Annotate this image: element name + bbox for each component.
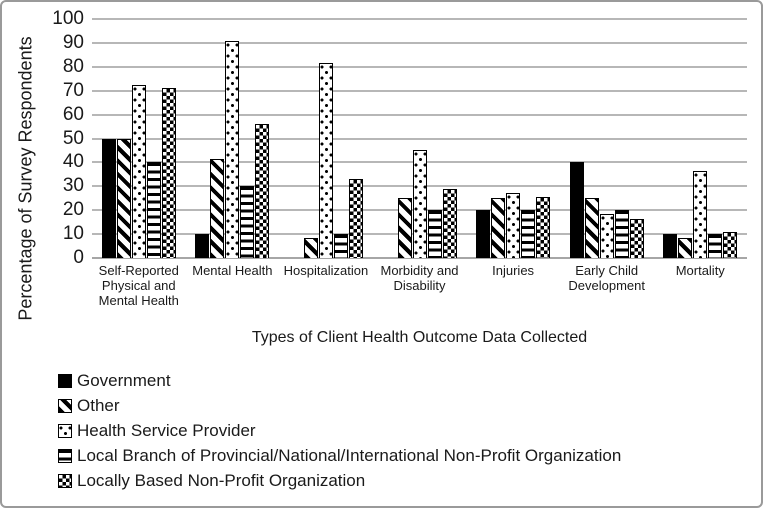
bar-series4-cat2 xyxy=(240,186,255,258)
bar-series1-cat6 xyxy=(569,162,584,258)
y-tick-label-70: 70 xyxy=(62,79,84,101)
x-category-label-3: Hospitalization xyxy=(283,263,369,278)
x-axis-title: Types of Client Health Outcome Data Coll… xyxy=(251,329,588,346)
y-tick-label-30: 30 xyxy=(62,175,84,197)
y-tick-label-0: 0 xyxy=(73,247,84,268)
bar-series5-cat7 xyxy=(723,231,738,258)
legend-marker-diagonal-stripes-icon xyxy=(58,398,72,413)
x-category-label-2: Mental Health xyxy=(192,263,273,278)
gridline-50 xyxy=(92,137,747,140)
bar-series4-cat1 xyxy=(146,162,161,258)
y-tick-label-100: 100 xyxy=(52,8,84,29)
bar-series4-cat7 xyxy=(708,234,723,258)
bar-series1-cat1 xyxy=(101,138,116,258)
y-tick-label-10: 10 xyxy=(62,223,84,245)
bar-series4-cat3 xyxy=(333,234,348,258)
x-category-label-1: Self-Reported Physical and Mental Health xyxy=(98,263,179,308)
bar-series3-cat2 xyxy=(225,40,240,258)
legend-marker-solid-icon xyxy=(58,373,72,388)
legend-label-1: Government xyxy=(77,370,171,390)
x-category-label-7: Mortality xyxy=(675,263,725,278)
bar-series1-cat2 xyxy=(195,234,210,258)
bar-series2-cat2 xyxy=(210,158,225,258)
bar-series3-cat4 xyxy=(412,150,427,258)
bar-series2-cat3 xyxy=(303,237,318,258)
bar-series5-cat1 xyxy=(161,88,176,258)
legend-marker-checkerboard-icon xyxy=(58,473,72,488)
bar-series1-cat7 xyxy=(663,234,678,258)
x-axis-category-labels: Self-Reported Physical and Mental Health… xyxy=(92,263,747,309)
legend-item-3: Health Service Provider xyxy=(58,418,621,443)
y-tick-label-90: 90 xyxy=(62,31,84,53)
y-tick-label-40: 40 xyxy=(62,151,84,173)
gridline-0 xyxy=(92,257,747,259)
legend-item-1: Government xyxy=(58,368,621,393)
bar-series2-cat7 xyxy=(678,237,693,258)
legend-marker-horizontal-stripes-icon xyxy=(58,448,72,463)
bar-group-5 xyxy=(466,19,560,258)
gridline-100 xyxy=(92,18,747,20)
y-tick-label-20: 20 xyxy=(62,199,84,221)
bar-series2-cat1 xyxy=(116,138,131,258)
bar-group-3 xyxy=(279,19,373,258)
y-tick-label-60: 60 xyxy=(62,103,84,125)
x-category-label-5: Injuries xyxy=(492,263,535,278)
gridline-90 xyxy=(92,41,747,44)
bar-group-1 xyxy=(92,19,186,258)
bar-series3-cat5 xyxy=(506,193,521,258)
legend-marker-dots-icon xyxy=(58,423,72,438)
bar-series3-cat7 xyxy=(693,170,708,258)
bar-group-4 xyxy=(373,19,467,258)
plot-area xyxy=(92,18,747,259)
bar-series5-cat4 xyxy=(442,188,457,258)
bar-series2-cat5 xyxy=(491,198,506,258)
bar-series1-cat5 xyxy=(476,210,491,258)
bar-series2-cat6 xyxy=(584,198,599,258)
bar-series5-cat2 xyxy=(255,124,270,258)
bar-group-2 xyxy=(186,19,280,258)
bar-groups xyxy=(92,19,747,258)
legend-label-4: Local Branch of Provincial/National/Inte… xyxy=(77,445,622,465)
legend-label-2: Other xyxy=(77,395,120,415)
bar-series3-cat6 xyxy=(599,213,614,258)
legend-item-4: Local Branch of Provincial/National/Inte… xyxy=(58,443,621,468)
bar-series5-cat6 xyxy=(629,218,644,258)
bar-series3-cat3 xyxy=(318,63,333,258)
bar-series5-cat3 xyxy=(348,179,363,258)
legend: Government Other Health Service Provider Lo… xyxy=(58,368,621,493)
bar-series3-cat1 xyxy=(131,84,146,258)
gridline-60 xyxy=(92,113,747,116)
legend-label-5: Locally Based Non-Profit Organization xyxy=(77,470,366,490)
bar-series4-cat5 xyxy=(521,210,536,258)
bar-group-7 xyxy=(653,19,747,258)
gridline-70 xyxy=(92,89,747,92)
bar-series5-cat5 xyxy=(536,197,551,258)
x-category-label-4: Morbidity and Disability xyxy=(380,263,459,293)
y-tick-label-80: 80 xyxy=(62,55,84,77)
bar-series4-cat4 xyxy=(427,210,442,258)
legend-label-3: Health Service Provider xyxy=(77,420,256,440)
legend-item-2: Other xyxy=(58,393,621,418)
x-category-label-6: Early Child Development xyxy=(568,263,645,293)
legend-item-5: Locally Based Non-Profit Organization xyxy=(58,468,621,493)
y-tick-label-50: 50 xyxy=(62,127,84,149)
gridline-80 xyxy=(92,65,747,68)
bar-series2-cat4 xyxy=(397,198,412,258)
bar-group-6 xyxy=(560,19,654,258)
bar-series4-cat6 xyxy=(614,210,629,258)
